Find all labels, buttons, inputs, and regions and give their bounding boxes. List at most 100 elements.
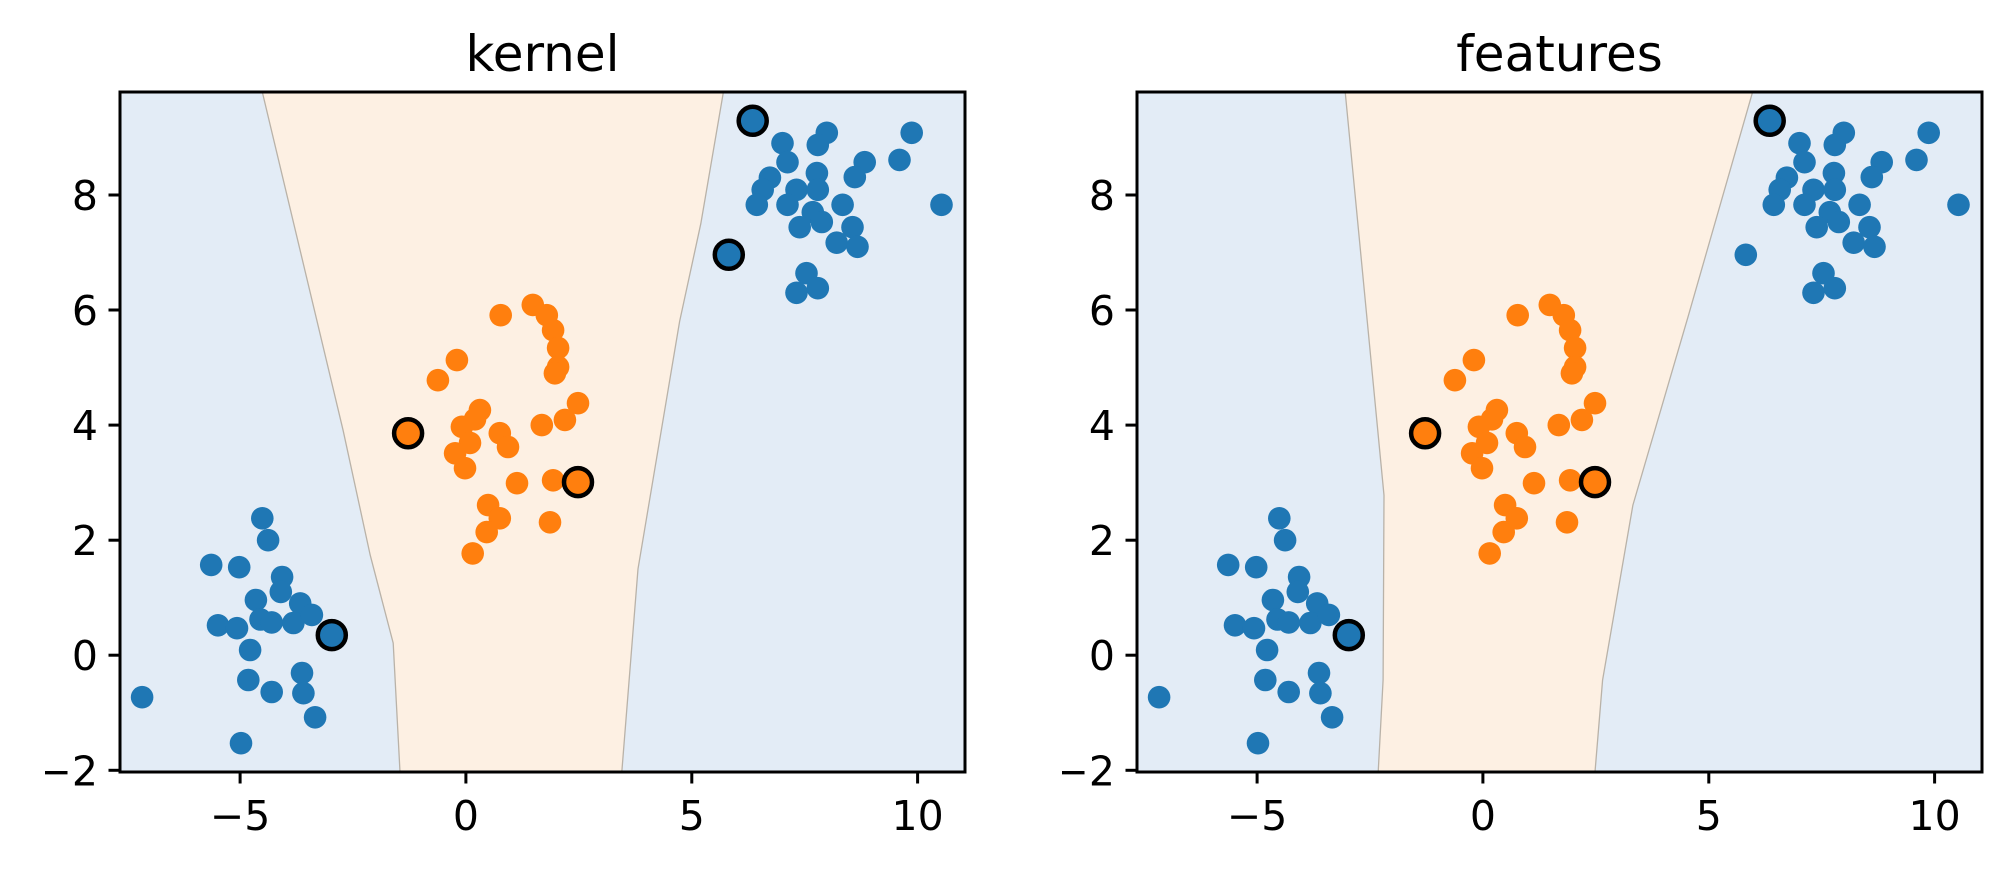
- data-point-orange: [1443, 368, 1467, 392]
- plot-title-features: features: [1456, 25, 1663, 83]
- data-point-orange: [445, 348, 469, 372]
- data-point-orange: [541, 318, 565, 342]
- data-point-blue: [1147, 685, 1171, 709]
- data-point-blue: [806, 178, 830, 202]
- support-vector-marker: [1408, 416, 1442, 450]
- support-vector-marker: [391, 416, 425, 450]
- data-point-blue: [825, 231, 848, 254]
- data-point-blue: [1286, 580, 1310, 604]
- data-point-blue: [1805, 215, 1828, 239]
- data-point-orange: [543, 362, 567, 385]
- data-point-blue: [1244, 555, 1268, 579]
- data-point-orange: [1583, 391, 1607, 415]
- scatter-points: [1147, 104, 1970, 755]
- data-point-blue: [843, 165, 867, 189]
- data-point-blue: [1277, 680, 1300, 704]
- data-point-blue: [1277, 611, 1300, 634]
- data-point-blue: [130, 685, 154, 709]
- data-point-blue: [282, 611, 305, 635]
- data-point-orange: [1470, 456, 1494, 480]
- y-tick-label: 4: [72, 402, 98, 450]
- data-point-orange: [1570, 408, 1594, 432]
- data-point-blue: [776, 150, 799, 174]
- data-point-blue: [1273, 528, 1297, 552]
- y-tick-label: 8: [72, 172, 98, 220]
- data-point-blue: [227, 555, 251, 579]
- y-tick-label: 8: [1089, 172, 1115, 220]
- data-point-blue: [251, 507, 274, 530]
- data-point-blue: [1793, 193, 1816, 217]
- data-point-blue: [806, 276, 830, 300]
- data-point-orange: [1563, 336, 1587, 360]
- data-point-blue: [1823, 133, 1847, 157]
- data-point-blue: [1307, 661, 1331, 685]
- decision-boundary-left: [1344, 92, 1385, 772]
- data-point-orange: [538, 511, 562, 534]
- data-point-blue: [1254, 668, 1277, 692]
- data-point-blue: [1823, 276, 1847, 300]
- data-point-blue: [1905, 148, 1928, 172]
- data-point-orange: [1513, 435, 1537, 459]
- data-point-blue: [1842, 231, 1865, 254]
- x-tick-label: 10: [1909, 792, 1961, 840]
- scatter-points: [130, 104, 953, 755]
- data-point-blue: [1320, 706, 1344, 729]
- data-point-blue: [1299, 611, 1322, 635]
- data-point-blue: [290, 661, 314, 685]
- data-point-blue: [229, 731, 253, 755]
- data-point-blue: [1246, 731, 1270, 755]
- data-point-blue: [1255, 638, 1279, 662]
- data-point-blue: [806, 133, 830, 157]
- axes-spines: [118, 90, 967, 774]
- data-point-blue: [1762, 193, 1786, 217]
- plot-svg-0: −5 0 5 10 8 6 4 2 0 −2 kernel: [45, 25, 967, 840]
- y-tick-label: 0: [72, 632, 98, 680]
- support-vector-marker: [1753, 104, 1786, 138]
- data-point-blue: [256, 528, 280, 552]
- data-point-blue: [244, 588, 268, 612]
- data-point-orange: [541, 469, 565, 492]
- support-vector-marker: [1578, 465, 1612, 499]
- data-point-blue: [1858, 215, 1881, 239]
- data-point-blue: [888, 148, 911, 172]
- data-point-orange: [1462, 348, 1486, 372]
- plot-title-kernel: kernel: [466, 25, 620, 83]
- data-point-orange: [496, 435, 520, 459]
- data-point-blue: [1242, 616, 1266, 640]
- data-point-blue: [900, 121, 923, 145]
- data-point-orange: [1547, 413, 1571, 437]
- axes-spines: [1135, 90, 1984, 774]
- data-point-blue: [1802, 281, 1825, 305]
- data-point-blue: [238, 638, 262, 662]
- y-tick-label: 4: [1089, 402, 1115, 450]
- support-vector-marker: [1332, 618, 1366, 652]
- data-point-blue: [1309, 681, 1332, 705]
- data-point-blue: [1317, 603, 1341, 627]
- data-point-blue: [846, 235, 869, 259]
- data-point-orange: [453, 456, 477, 480]
- data-point-blue: [745, 193, 769, 217]
- data-point-blue: [771, 131, 794, 155]
- data-point-blue: [260, 680, 283, 704]
- data-point-orange: [489, 303, 512, 327]
- x-tick-label: 10: [892, 792, 944, 840]
- y-tick-label: 0: [1089, 632, 1115, 680]
- data-point-orange: [546, 336, 570, 360]
- x-tick-label: 0: [1470, 792, 1496, 840]
- support-vector-marker: [315, 618, 349, 652]
- data-point-blue: [831, 193, 854, 217]
- data-point-blue: [810, 210, 834, 234]
- data-point-blue: [199, 553, 223, 577]
- data-point-blue: [237, 668, 260, 692]
- data-point-blue: [785, 281, 808, 305]
- support-vector-marker: [712, 238, 746, 272]
- data-point-blue: [1848, 193, 1871, 217]
- data-point-orange: [1555, 511, 1579, 534]
- data-point-blue: [303, 706, 327, 729]
- x-tick-label: 5: [679, 792, 705, 840]
- x-tick-label: 5: [1696, 792, 1722, 840]
- data-point-blue: [1863, 235, 1886, 259]
- decision-boundary-left: [261, 92, 401, 772]
- data-point-orange: [463, 408, 487, 431]
